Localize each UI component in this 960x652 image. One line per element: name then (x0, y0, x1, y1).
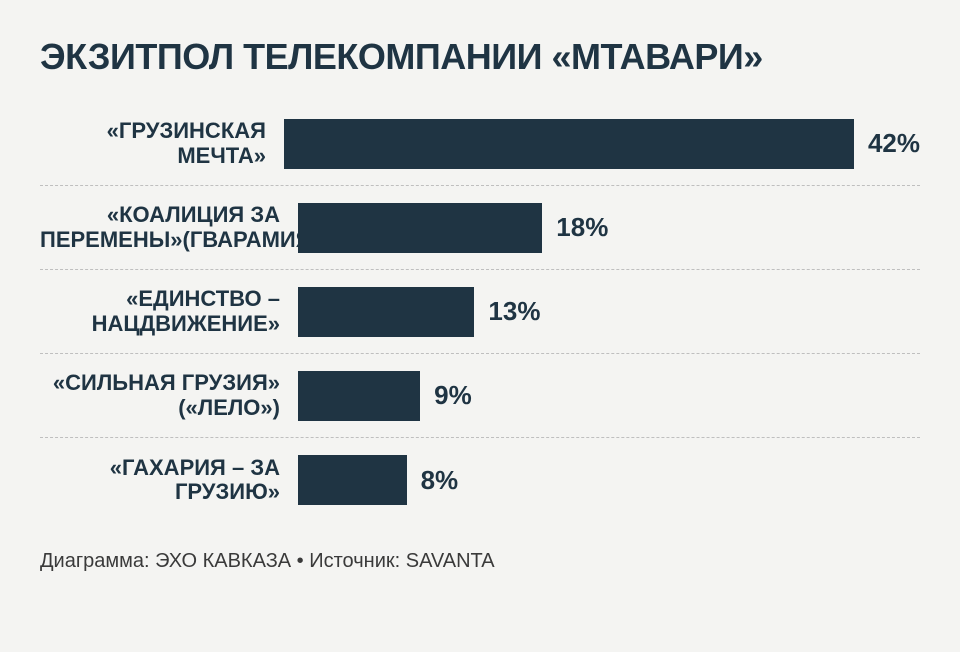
bar-fill (298, 371, 420, 421)
bar-label: «ЕДИНСТВО – НАЦДВИЖЕНИЕ» (40, 287, 298, 335)
bar-value: 9% (434, 380, 472, 411)
bar-value: 42% (868, 128, 920, 159)
chart-row: «КОАЛИЦИЯ ЗА ПЕРЕМЕНЫ»(ГВАРАМИЯ) 18% (40, 186, 920, 270)
bar-fill (298, 287, 474, 337)
bar-label: «ГАХАРИЯ – ЗА ГРУЗИЮ» (40, 456, 298, 504)
bar-wrap: 18% (298, 203, 920, 253)
bar-wrap: 42% (284, 119, 920, 169)
bar-wrap: 8% (298, 455, 920, 505)
chart-row: «СИЛЬНАЯ ГРУЗИЯ» («ЛЕЛО») 9% (40, 354, 920, 438)
bar-fill (298, 203, 542, 253)
bar-value: 8% (421, 465, 459, 496)
chart-row: «ЕДИНСТВО – НАЦДВИЖЕНИЕ» 13% (40, 270, 920, 354)
bar-label: «СИЛЬНАЯ ГРУЗИЯ» («ЛЕЛО») (40, 371, 298, 419)
bar-label: «КОАЛИЦИЯ ЗА ПЕРЕМЕНЫ»(ГВАРАМИЯ) (40, 203, 298, 251)
chart-title: ЭКЗИТПОЛ ТЕЛЕКОМПАНИИ «МТАВАРИ» (40, 36, 920, 78)
bar-value: 18% (556, 212, 608, 243)
bar-chart: «ГРУЗИНСКАЯ МЕЧТА» 42% «КОАЛИЦИЯ ЗА ПЕРЕ… (40, 102, 920, 522)
bar-label: «ГРУЗИНСКАЯ МЕЧТА» (40, 119, 284, 167)
bar-fill (284, 119, 854, 169)
bar-fill (298, 455, 407, 505)
bar-value: 13% (488, 296, 540, 327)
chart-row: «ГАХАРИЯ – ЗА ГРУЗИЮ» 8% (40, 438, 920, 522)
chart-footer: Диаграмма: ЭХО КАВКАЗА • Источник: SAVAN… (40, 550, 920, 573)
bar-wrap: 9% (298, 371, 920, 421)
bar-wrap: 13% (298, 287, 920, 337)
chart-row: «ГРУЗИНСКАЯ МЕЧТА» 42% (40, 102, 920, 186)
